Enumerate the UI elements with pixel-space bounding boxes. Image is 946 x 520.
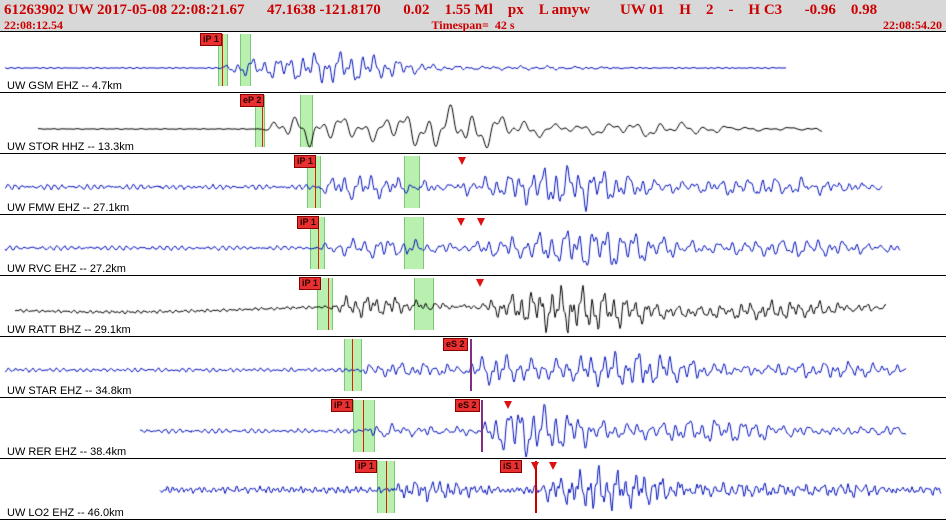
- waveform-ratt[interactable]: [0, 276, 946, 336]
- phase-label[interactable]: iP 1: [297, 216, 319, 229]
- phase-pick-line[interactable]: [470, 339, 472, 391]
- trace-panel-ratt: iP 1 UW RATT BHZ -- 29.1km: [0, 276, 946, 337]
- pick-flag-icon[interactable]: [458, 157, 466, 165]
- phase-label[interactable]: iP 1: [200, 33, 222, 46]
- station-label: UW STAR EHZ -- 34.8km: [7, 385, 132, 397]
- pick-flag-icon[interactable]: [531, 462, 539, 470]
- phase-label[interactable]: iP 1: [294, 155, 316, 168]
- phase-label[interactable]: eS 2: [443, 338, 468, 351]
- pick-line[interactable]: [315, 156, 316, 208]
- timespan-label: Timespan= 42 s: [431, 18, 515, 32]
- waveform-fmw[interactable]: [0, 154, 946, 214]
- phase-pick-line[interactable]: [535, 461, 537, 513]
- trace-panel-rer: iP 1 eS 2 UW RER EHZ -- 38.4km: [0, 398, 946, 459]
- pick-line[interactable]: [262, 95, 263, 147]
- phase-label[interactable]: eS 2: [455, 399, 480, 412]
- trace-panel-stor: eP 2 UW STOR HHZ -- 13.3km: [0, 93, 946, 154]
- trace-panel-rvc: iP 1 UW RVC EHZ -- 27.2km: [0, 215, 946, 276]
- window-start-time: 22:08:12.54: [4, 18, 63, 32]
- waveform-star[interactable]: [0, 337, 946, 397]
- station-label: UW LO2 EHZ -- 46.0km: [7, 507, 124, 519]
- trace-panel-star: eS 2 UW STAR EHZ -- 34.8km: [0, 337, 946, 398]
- waveform-stor[interactable]: [0, 93, 946, 153]
- pick-line[interactable]: [363, 400, 364, 452]
- trace-panel-lo2: iP 1 iS 1 UW LO2 EHZ -- 46.0km: [0, 459, 946, 520]
- waveform-rvc[interactable]: [0, 215, 946, 275]
- station-label: UW GSM EHZ -- 4.7km: [7, 80, 122, 92]
- trace-panels: iP 1 UW GSM EHZ -- 4.7km eP 2 UW STOR HHZ -…: [0, 32, 946, 520]
- pick-flag-icon[interactable]: [476, 279, 484, 287]
- pick-line[interactable]: [352, 339, 353, 391]
- pick-line[interactable]: [328, 278, 329, 330]
- pick-flag-icon[interactable]: [457, 218, 465, 226]
- pick-line[interactable]: [386, 461, 387, 513]
- phase-label[interactable]: iS 1: [500, 460, 523, 473]
- phase-pick-line[interactable]: [481, 400, 483, 452]
- station-label: UW RER EHZ -- 38.4km: [7, 446, 127, 458]
- pick-line[interactable]: [318, 217, 319, 269]
- trace-panel-fmw: iP 1 UW FMW EHZ -- 27.1km: [0, 154, 946, 215]
- station-label: UW FMW EHZ -- 27.1km: [7, 202, 130, 214]
- pick-flag-icon[interactable]: [549, 462, 557, 470]
- station-label: UW RVC EHZ -- 27.2km: [7, 263, 126, 275]
- phase-label[interactable]: iP 1: [299, 277, 321, 290]
- phase-label[interactable]: iP 1: [355, 460, 377, 473]
- station-label: UW RATT BHZ -- 29.1km: [7, 324, 131, 336]
- pick-line[interactable]: [222, 34, 223, 86]
- phase-label[interactable]: iP 1: [331, 399, 353, 412]
- pick-flag-icon[interactable]: [477, 218, 485, 226]
- waveform-gsm[interactable]: [0, 32, 946, 92]
- trace-panel-gsm: iP 1 UW GSM EHZ -- 4.7km: [0, 32, 946, 93]
- station-label: UW STOR HHZ -- 13.3km: [7, 141, 134, 153]
- phase-label[interactable]: eP 2: [240, 94, 265, 107]
- window-end-time: 22:08:54.20: [883, 18, 942, 32]
- header-bar: 61263902 UW 2017-05-08 22:08:21.67 47.16…: [0, 0, 946, 32]
- pick-flag-icon[interactable]: [504, 401, 512, 409]
- waveform-lo2[interactable]: [0, 459, 946, 519]
- event-summary: 61263902 UW 2017-05-08 22:08:21.67 47.16…: [4, 2, 878, 18]
- time-axis-row: 22:08:12.54 Timespan= 42 s 22:08:54.20: [4, 19, 942, 31]
